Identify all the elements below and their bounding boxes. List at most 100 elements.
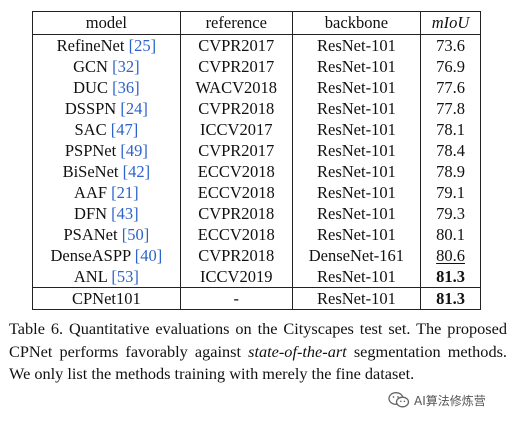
cell-backbone: ResNet-101 — [292, 34, 422, 56]
caption-text-2: segmentation methods. We only list the m… — [9, 341, 507, 384]
cell-backbone-text: ResNet-101 — [317, 140, 396, 160]
citation-link[interactable]: [36] — [112, 77, 140, 97]
cell-backbone: ResNet-101 — [292, 203, 422, 224]
citation-link[interactable]: [40] — [134, 245, 163, 265]
table-row: GCN [32] CVPR2017 ResNet-101 76.9 — [32, 56, 481, 77]
citation-link[interactable]: [21] — [111, 182, 139, 202]
cell-reference: CVPR2017 — [180, 140, 293, 161]
cell-model: BiSeNet [42] — [32, 161, 181, 182]
cell-model: DUC [36] — [32, 77, 181, 98]
table-row: DSSPN [24] CVPR2018 ResNet-101 77.8 — [32, 98, 481, 119]
cell-miou: 78.4 — [421, 140, 481, 161]
cell-reference-text: CVPR2018 — [198, 245, 275, 265]
cell-backbone-text: ResNet-101 — [317, 98, 396, 118]
citation-link[interactable]: [50] — [121, 224, 150, 244]
cell-miou-text: 77.6 — [436, 77, 465, 97]
cell-model: PSANet [50] — [32, 224, 181, 245]
cell-miou: 78.9 — [421, 161, 481, 182]
cell-model: PSPNet [49] — [32, 140, 181, 161]
results-table: model reference backbone mIoU RefineNet … — [32, 11, 481, 310]
citation-link[interactable]: [49] — [120, 140, 148, 160]
cell-miou: 77.6 — [421, 77, 481, 98]
table-row: SAC [47] ICCV2017 ResNet-101 78.1 — [32, 119, 481, 140]
cell-backbone-text: ResNet-101 — [317, 35, 396, 55]
cell-miou-text: 76.9 — [436, 56, 465, 76]
table-row: DUC [36] WACV2018 ResNet-101 77.6 — [32, 77, 481, 98]
cell-reference-text: WACV2018 — [195, 77, 278, 97]
citation-link[interactable]: [47] — [110, 119, 139, 139]
cell-reference-text: ECCV2018 — [197, 161, 275, 181]
model-name: PSPNet — [64, 140, 117, 160]
header-backbone: backbone — [292, 11, 422, 35]
table-row: AAF [21] ECCV2018 ResNet-101 79.1 — [32, 182, 481, 203]
table-row: BiSeNet [42] ECCV2018 ResNet-101 78.9 — [32, 161, 481, 182]
cell-backbone: ResNet-101 — [292, 119, 422, 140]
citation-link[interactable]: [42] — [122, 161, 151, 181]
cell-backbone: ResNet-101 — [292, 266, 422, 288]
header-reference: reference — [180, 11, 293, 35]
cell-reference: ICCV2019 — [180, 266, 293, 288]
cell-miou-text: 78.1 — [436, 119, 465, 139]
cell-backbone: DenseNet-161 — [292, 245, 422, 266]
cell-reference: CVPR2018 — [180, 203, 293, 224]
cell-backbone-text: ResNet-101 — [317, 203, 396, 223]
cell-model: ANL [53] — [32, 266, 181, 288]
cell-miou: 79.1 — [421, 182, 481, 203]
cell-model: DSSPN [24] — [32, 98, 181, 119]
cell-reference-text: CVPR2018 — [198, 98, 275, 118]
cell-model: GCN [32] — [32, 56, 181, 77]
table-row: RefineNet [25] CVPR2017 ResNet-101 73.6 — [32, 34, 481, 57]
cell-backbone-text: ResNet-101 — [317, 182, 396, 202]
cell-backbone: ResNet-101 — [292, 161, 422, 182]
cell-model: CPNet101 — [32, 287, 181, 310]
citation-link[interactable]: [32] — [112, 56, 140, 76]
header-model: model — [32, 11, 181, 35]
cell-backbone-text: ResNet-101 — [317, 161, 396, 181]
cell-miou: 80.6 — [421, 245, 481, 266]
cell-backbone: ResNet-101 — [292, 287, 422, 310]
cell-reference: - — [180, 287, 293, 310]
cell-miou-text: 80.1 — [436, 224, 465, 244]
cell-miou-text: 81.3 — [436, 266, 465, 286]
cell-reference: CVPR2018 — [180, 98, 293, 119]
cell-reference: CVPR2017 — [180, 56, 293, 77]
cell-model-text: CPNet101 — [71, 288, 141, 308]
cell-reference-text: ECCV2018 — [197, 182, 275, 202]
watermark: AI算法修炼营 — [388, 389, 486, 411]
cell-miou: 77.8 — [421, 98, 481, 119]
watermark-text: AI算法修炼营 — [414, 393, 486, 408]
table-row: PSPNet [49] CVPR2017 ResNet-101 78.4 — [32, 140, 481, 161]
cell-reference-text: - — [233, 288, 239, 308]
cell-reference-text: CVPR2017 — [198, 56, 275, 76]
cell-reference: ECCV2018 — [180, 161, 293, 182]
cell-miou: 78.1 — [421, 119, 481, 140]
citation-link[interactable]: [24] — [120, 98, 148, 118]
model-name: AAF — [74, 182, 108, 202]
model-name: BiSeNet — [62, 161, 119, 181]
citation-link[interactable]: [53] — [111, 266, 139, 286]
cell-miou: 80.1 — [421, 224, 481, 245]
cell-miou-text: 78.4 — [436, 140, 465, 160]
caption-text-1: Table 6. Quantitative evaluations on the… — [9, 319, 507, 361]
cell-reference-text: CVPR2017 — [198, 140, 275, 160]
cell-model: RefineNet [25] — [32, 34, 181, 56]
cell-miou-text: 80.6 — [436, 245, 465, 265]
cell-miou: 73.6 — [421, 35, 481, 57]
cell-backbone-text: ResNet-101 — [317, 288, 396, 308]
cell-miou: 81.3 — [421, 266, 481, 288]
citation-link[interactable]: [43] — [111, 203, 139, 223]
cell-reference: ECCV2018 — [180, 224, 293, 245]
model-name: DenseASPP — [50, 245, 131, 265]
table-row: PSANet [50] ECCV2018 ResNet-101 80.1 — [32, 224, 481, 245]
table-row-proposed: CPNet101 - ResNet-101 81.3 — [32, 287, 481, 310]
cell-miou: 81.3 — [421, 288, 481, 310]
model-name: DUC — [73, 77, 108, 97]
model-name: PSANet — [63, 224, 118, 244]
cell-miou-text: 78.9 — [436, 161, 465, 181]
wechat-icon — [388, 391, 410, 409]
citation-link[interactable]: [25] — [128, 35, 157, 55]
model-name: DFN — [74, 203, 108, 223]
cell-backbone: ResNet-101 — [292, 182, 422, 203]
cell-model: SAC [47] — [32, 119, 181, 140]
cell-backbone-text: ResNet-101 — [317, 56, 396, 76]
